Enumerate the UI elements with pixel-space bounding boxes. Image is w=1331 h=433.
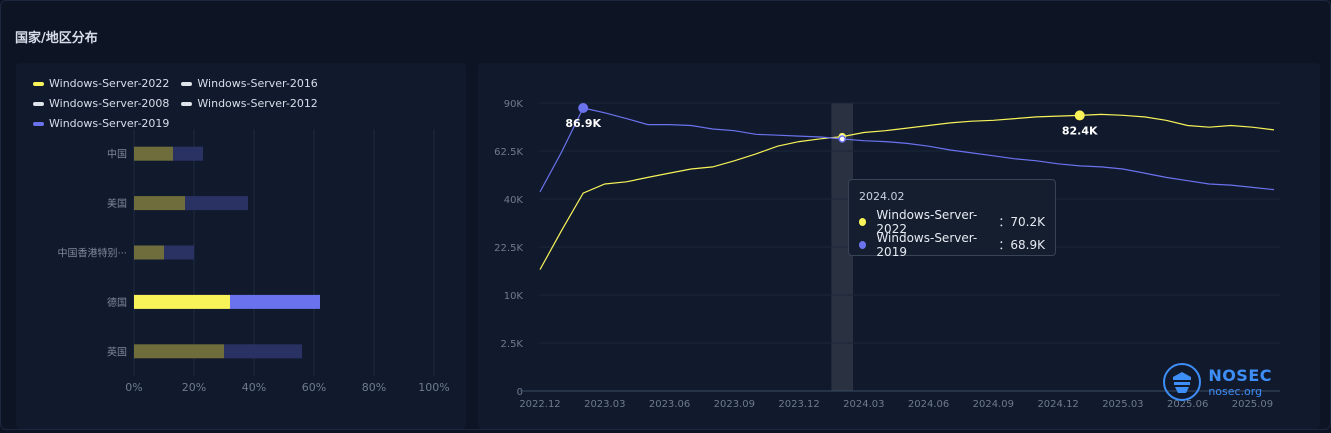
legend-item[interactable]: Windows-Server-2008 <box>33 97 169 110</box>
series-line-Windows-Server-2019 <box>539 107 1275 193</box>
tooltip-row: Windows-Server-2022： 70.2K <box>859 208 1045 236</box>
nosec-watermark: NOSEC nosec.org <box>1162 362 1272 402</box>
bar-segment <box>134 146 173 161</box>
line-y-tick-label: 90K <box>504 99 524 110</box>
chart-legend: Windows-Server-2022 Windows-Server-2016 Wi… <box>33 77 453 130</box>
bar-segment <box>173 146 203 161</box>
line-x-tick-label: 2025.09 <box>1232 399 1273 410</box>
line-x-tick-label: 2022.12 <box>519 399 560 410</box>
legend-label: Windows-Server-2022 <box>49 77 170 90</box>
bar-category-label: 英国 <box>107 345 127 358</box>
bar-x-tick-label: 80% <box>362 381 386 394</box>
legend-swatch <box>33 121 44 126</box>
tooltip-dot-2022 <box>859 217 867 226</box>
line-x-tick-label: 2025.03 <box>1102 399 1143 410</box>
bar-segment <box>224 344 302 359</box>
watermark-site: nosec.org <box>1208 384 1263 398</box>
trend-line-panel: 0 2.5K 10K 22.5K 40K 62.5K 90K 2022.12 2023.03 20… <box>478 63 1320 429</box>
bar-segment <box>134 196 185 211</box>
chart-tooltip: 2024.02 Windows-Server-2022： 70.2K Window… <box>848 179 1056 259</box>
line-x-tick-label: 2024.09 <box>973 399 1014 410</box>
line-y-tick-label: 62.5K <box>494 147 523 158</box>
tooltip-series-value: 68.9K <box>1010 237 1045 252</box>
legend-label: Windows-Server-2016 <box>197 77 318 90</box>
line-y-tick-label: 40K <box>504 195 524 206</box>
legend-swatch <box>181 81 193 86</box>
watermark-name: NOSEC <box>1208 365 1272 385</box>
line-x-tick-label: 2024.03 <box>843 399 884 410</box>
bar-x-tick-label: 60% <box>302 381 326 394</box>
bar-category-label: 美国 <box>107 197 127 210</box>
line-x-tick-label: 2023.06 <box>649 399 690 410</box>
line-x-tick-label: 2025.06 <box>1167 399 1208 410</box>
legend-swatch <box>33 101 44 106</box>
line-y-tick-label: 2.5K <box>501 339 524 350</box>
bar-segment <box>230 294 320 309</box>
nosec-logo-icon <box>1163 363 1202 401</box>
max-point-marker <box>1074 110 1085 121</box>
page-title: 国家/地区分布 <box>15 31 98 46</box>
legend-item[interactable]: Windows-Server-2016 <box>181 77 318 90</box>
max-point-label: 82.4K <box>1062 124 1098 137</box>
bar-segment <box>134 294 230 309</box>
line-x-tick-label: 2024.12 <box>1037 399 1078 410</box>
bar-x-tick-label: 20% <box>182 381 206 394</box>
bar-segment <box>185 196 248 211</box>
legend-label: Windows-Server-2008 <box>49 97 170 110</box>
hover-point <box>838 135 846 143</box>
line-y-tick-label: 22.5K <box>494 243 523 254</box>
legend-item[interactable]: Windows-Server-2019 <box>33 117 169 130</box>
max-point-label: 86.9K <box>565 117 601 130</box>
line-y-tick-label: 10K <box>504 291 524 302</box>
line-x-tick-label: 2023.03 <box>584 399 625 410</box>
tooltip-title: 2024.02 <box>859 190 905 203</box>
legend-label: Windows-Server-2012 <box>197 97 318 110</box>
bar-segment <box>134 344 224 359</box>
bar-x-tick-label: 100% <box>418 381 449 394</box>
bar-category-label: 中国 <box>107 148 127 161</box>
legend-item[interactable]: Windows-Server-2022 <box>33 77 169 90</box>
line-y-tick-label: 0 <box>517 387 523 398</box>
bar-x-tick-label: 0% <box>125 381 142 394</box>
tooltip-series-name: Windows-Server-2022 <box>876 207 978 236</box>
trend-line-chart: 0 2.5K 10K 22.5K 40K 62.5K 90K 2022.12 2023.03 20… <box>494 99 1280 410</box>
tooltip-row: Windows-Server-2019： 68.9K <box>859 231 1045 259</box>
bar-x-tick-label: 40% <box>242 381 266 394</box>
bar-segment <box>134 245 164 260</box>
line-x-tick-label: 2023.12 <box>778 399 819 410</box>
series-line-Windows-Server-2022 <box>539 113 1275 270</box>
tooltip-dot-2019 <box>859 240 867 249</box>
legend-label: Windows-Server-2019 <box>49 117 170 130</box>
line-x-tick-label: 2023.09 <box>714 399 755 410</box>
bar-category-label: 中国香港特别··· <box>57 247 127 260</box>
country-bar-panel: Windows-Server-2022 Windows-Server-2016 Wi… <box>16 63 466 429</box>
bar-category-label: 德国 <box>107 296 127 309</box>
tooltip-series-value: 70.2K <box>1010 214 1045 229</box>
legend-item[interactable]: Windows-Server-2012 <box>181 97 318 110</box>
legend-swatch <box>33 81 44 86</box>
max-point-marker <box>578 103 589 114</box>
line-x-tick-label: 2024.06 <box>908 399 949 410</box>
legend-swatch <box>181 101 193 106</box>
bar-segment <box>164 245 194 260</box>
tooltip-series-name: Windows-Server-2019 <box>876 230 978 259</box>
